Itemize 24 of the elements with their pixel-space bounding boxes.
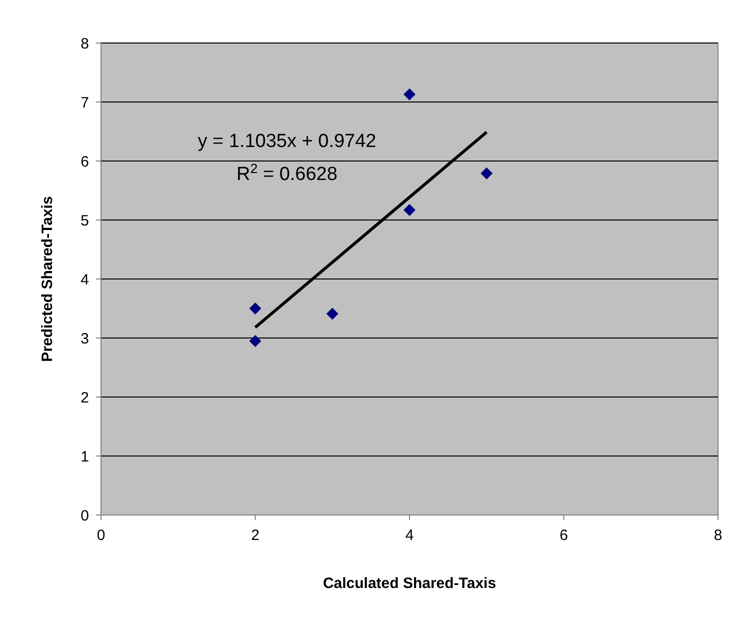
y-tick-label: 0 (80, 507, 89, 524)
y-tick-label: 2 (80, 389, 89, 406)
point (326, 308, 338, 320)
x-tick-label: 2 (251, 527, 260, 544)
x-tick-label: 6 (560, 527, 568, 544)
point (480, 167, 493, 180)
y-tick-label: 5 (80, 212, 89, 230)
x-axis-title: Calculated Shared-Taxis (322, 575, 496, 592)
point (404, 204, 416, 216)
y-axis-title: Predicted Shared-Taxis (39, 196, 56, 362)
y-tick-label: 6 (80, 153, 89, 170)
point (249, 334, 262, 347)
y-tick-label: 1 (80, 448, 89, 466)
y-tick-label: 7 (80, 94, 89, 112)
point (249, 302, 262, 314)
point (404, 88, 416, 100)
y-tick-label: 8 (80, 35, 89, 52)
annotation: R$^{2}$ = 0.6628 (236, 160, 338, 185)
x-tick-label: 4 (405, 527, 414, 544)
y-tick-label: 4 (80, 271, 89, 288)
y-tick-label: 3 (80, 330, 89, 348)
x-tick-label: 0 (96, 527, 106, 544)
annotation: y = 1.1035x + 0.9742 (198, 131, 376, 152)
x-tick-label: 8 (714, 527, 722, 544)
